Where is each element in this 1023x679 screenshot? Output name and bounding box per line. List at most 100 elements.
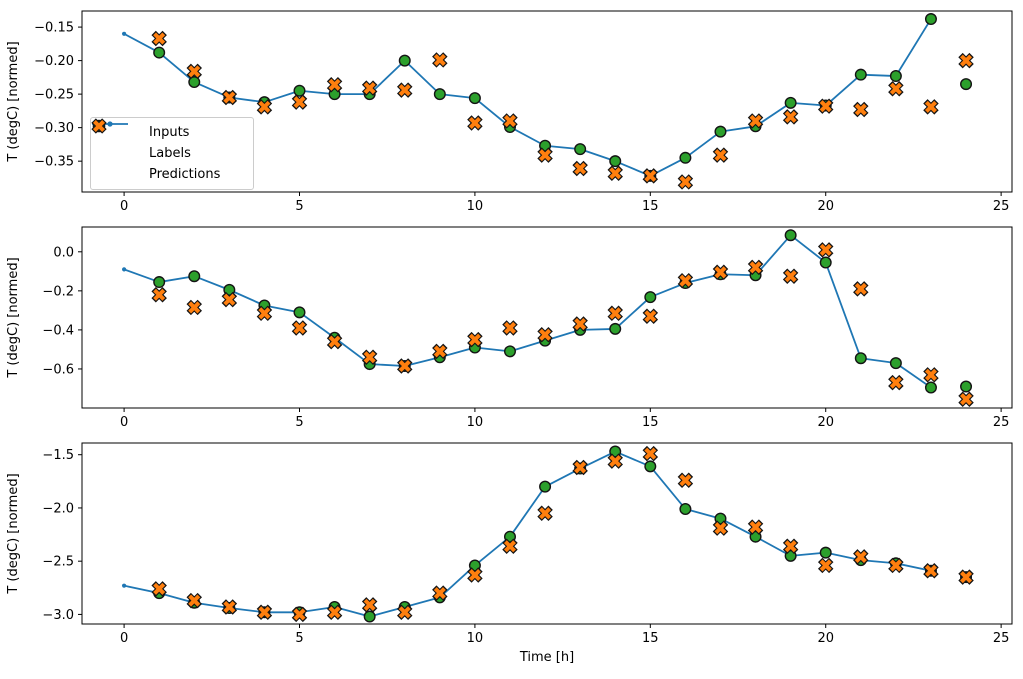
labels-marker (363, 610, 376, 623)
labels-marker (644, 291, 657, 304)
predictions-marker (293, 96, 306, 109)
x-tick-label: 0 (120, 199, 128, 214)
x-tick-label: 0 (120, 415, 128, 430)
predictions-marker (468, 569, 481, 582)
predictions-marker (574, 162, 587, 175)
labels-marker (293, 306, 306, 319)
labels-marker (784, 96, 797, 109)
y-tick-label: −0.20 (34, 54, 74, 69)
labels-marker (679, 503, 692, 516)
labels-marker (924, 13, 937, 26)
predictions-marker (749, 261, 762, 274)
y-tick-label: −0.6 (42, 362, 74, 377)
y-tick-label: −0.30 (34, 121, 74, 136)
subplot-3-frame (81, 442, 1013, 625)
subplot-2-frame (81, 226, 1013, 409)
y-tick-label: −0.35 (34, 155, 74, 170)
inputs-point (121, 31, 127, 36)
predictions-marker (223, 600, 236, 613)
labels-marker (433, 88, 446, 101)
predictions-marker (714, 266, 727, 279)
x-tick-label: 15 (642, 199, 659, 214)
predictions-marker (889, 559, 902, 572)
predictions-marker (223, 91, 236, 104)
x-tick-label: 0 (120, 631, 128, 646)
x-tick-label: 25 (993, 199, 1010, 214)
y-tick-label: −0.15 (34, 21, 74, 36)
y-tick-label: −2.0 (42, 501, 74, 516)
predictions-marker (188, 65, 201, 78)
predictions-marker (819, 243, 832, 256)
predictions-marker (258, 307, 271, 320)
predictions-marker (503, 114, 517, 127)
predictions-marker (960, 571, 973, 584)
legend-item-labels: Labels (92, 119, 247, 164)
y-tick-label: −3.0 (42, 608, 74, 623)
predictions-marker (644, 310, 657, 323)
predictions-marker (433, 587, 446, 600)
predictions-marker (784, 110, 797, 123)
x-tick-label: 5 (295, 415, 303, 430)
predictions-marker (433, 53, 446, 66)
x-tick-label: 20 (817, 199, 834, 214)
predictions-marker (714, 522, 727, 535)
predictions-marker (398, 360, 411, 373)
predictions-marker (468, 333, 481, 346)
predictions-marker (363, 598, 376, 611)
legend: Inputs Labels Predictions (90, 117, 254, 190)
predictions-marker (188, 594, 201, 607)
labels-marker (609, 155, 622, 168)
labels-marker (714, 125, 727, 138)
inputs-point (121, 583, 127, 588)
predictions-marker (363, 351, 376, 364)
labels-marker (539, 480, 552, 493)
x-tick-label: 10 (467, 199, 484, 214)
predictions-marker (539, 328, 552, 341)
predictions-marker (153, 288, 166, 301)
labels-marker (293, 84, 306, 97)
predictions-marker (258, 100, 271, 113)
predictions-marker (363, 82, 376, 95)
y-tick-label: −0.2 (42, 284, 74, 299)
x-tick-label: 20 (817, 415, 834, 430)
labels-marker (398, 54, 411, 67)
x-tick-label: 25 (993, 415, 1010, 430)
predictions-marker (854, 103, 867, 116)
labels-marker (960, 78, 973, 91)
labels-marker (223, 283, 236, 296)
y-tick-label: −2.5 (42, 555, 74, 570)
labels-marker (188, 76, 201, 89)
predictions-marker (784, 270, 797, 283)
labels-marker (924, 381, 937, 394)
predictions-marker (644, 169, 657, 182)
x-tick-label: 15 (642, 631, 659, 646)
labels-marker (644, 460, 657, 473)
x-tick-label: 5 (295, 631, 303, 646)
predictions-marker (223, 293, 236, 306)
labels-marker (188, 270, 201, 283)
labels-marker (679, 151, 692, 164)
predictions-marker (644, 447, 657, 460)
labels-marker (854, 68, 867, 81)
inputs-line (123, 234, 932, 389)
legend-label-predictions: Predictions (149, 167, 221, 182)
predictions-marker (819, 559, 832, 572)
x-tick-label: 10 (467, 631, 484, 646)
predictions-marker (784, 540, 797, 553)
labels-marker (153, 276, 166, 289)
y-tick-label: −1.5 (42, 448, 74, 463)
predictions-marker (889, 376, 902, 389)
x-tick-label: 10 (467, 415, 484, 430)
x-tick-label: 20 (817, 631, 834, 646)
y-axis-label-2: T (degC) [normed] (6, 257, 21, 378)
predictions-marker (188, 301, 201, 314)
predictions-marker (293, 608, 306, 621)
y-axis-label-1: T (degC) [normed] (6, 41, 21, 162)
predictions-marker (328, 78, 341, 91)
x-axis-label: Time [h] (519, 650, 574, 665)
labels-marker (889, 70, 902, 83)
labels-marker (819, 546, 832, 559)
predictions-marker (924, 368, 937, 381)
inputs-line (123, 450, 932, 618)
